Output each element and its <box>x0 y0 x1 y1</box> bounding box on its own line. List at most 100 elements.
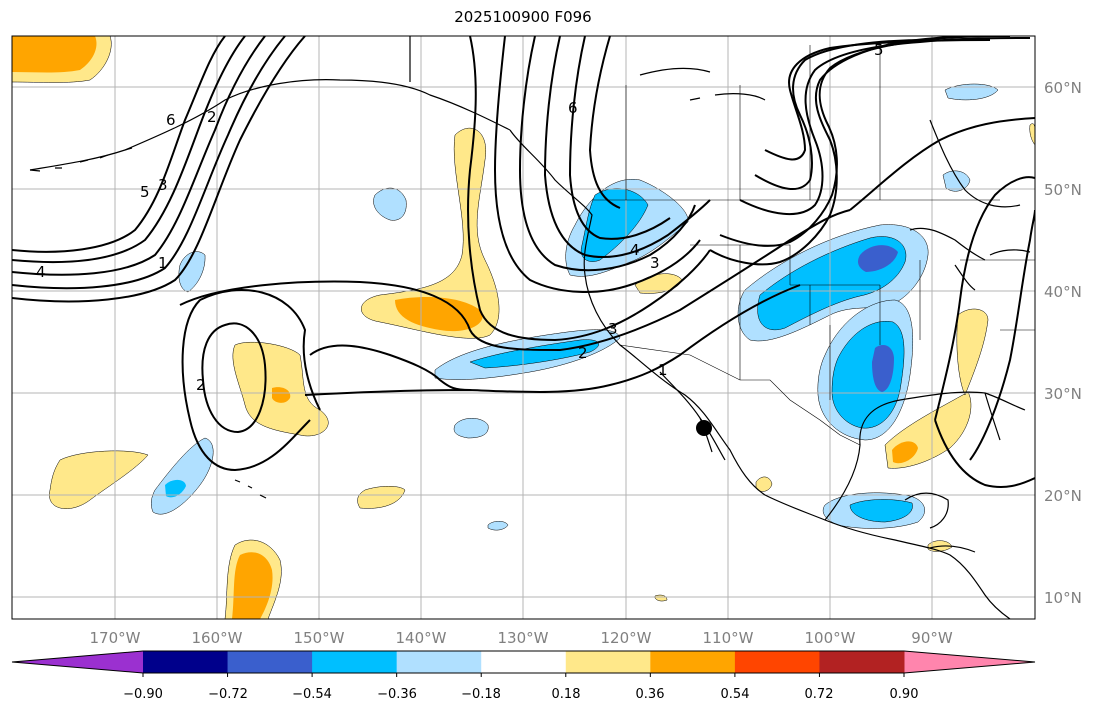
shade-orange-gulf-alaska <box>395 297 483 332</box>
shade-orange-south <box>232 552 273 619</box>
colorbar-extend-high <box>904 651 1035 673</box>
shade-lightblue-pacific-4 <box>487 521 509 531</box>
gulf-coast <box>824 391 1026 521</box>
shade-yellow-ne <box>1029 123 1035 146</box>
longitude-axis: 170°W 160°W 150°W 140°W 130°W 120°W 110°… <box>90 629 953 647</box>
coastlines <box>29 36 1031 619</box>
contour-label: 2 <box>207 108 217 126</box>
contour-labels: 4 5 3 6 2 1 4 3 2 6 3 2 1 5 <box>36 41 884 394</box>
colorbar-tick-label: −0.18 <box>461 687 501 702</box>
contour-west-3 <box>12 36 266 276</box>
lon-label: 110°W <box>703 629 754 647</box>
contour-east-loop-3 <box>934 419 1035 488</box>
contour-east-loop <box>849 117 1035 421</box>
contour-west-2 <box>12 36 246 264</box>
colorbar-segment <box>143 651 229 673</box>
contour-label: 2 <box>196 376 206 394</box>
political-borders <box>592 45 1035 446</box>
contour-west-1 <box>12 36 226 253</box>
shade-skyblue-pnw <box>580 188 649 262</box>
contour-pnw-3 <box>518 36 696 272</box>
cuba <box>929 545 976 553</box>
contour-label: 1 <box>158 254 168 272</box>
colorbar-tick-label: −0.54 <box>292 687 332 702</box>
colorbar-segment <box>481 651 567 673</box>
lon-label: 90°W <box>911 629 953 647</box>
shade-lightblue-canada <box>944 83 999 101</box>
height-contours <box>12 36 1035 488</box>
contour-label: 3 <box>158 176 168 194</box>
colorbar-tick-label: 0.54 <box>721 687 750 702</box>
contour-label: 2 <box>578 344 588 362</box>
colorbar-tick-label: 0.18 <box>552 687 581 702</box>
contour-1-loop <box>309 344 471 391</box>
colorbar-tick-label: 0.36 <box>636 687 665 702</box>
negative-shading <box>151 83 999 531</box>
colorbar-tick-label: −0.36 <box>377 687 417 702</box>
shade-royalblue-plains <box>858 245 898 272</box>
contour-pnw-5 <box>568 36 671 240</box>
lon-label: 140°W <box>396 629 447 647</box>
lat-label: 30°N <box>1044 385 1082 403</box>
contour-low-outer <box>181 289 321 472</box>
yucatan <box>904 492 949 529</box>
colorbar-segment <box>650 651 736 673</box>
contour-label: 5 <box>140 183 150 201</box>
contour-1-main <box>304 284 801 396</box>
contour-west-5 <box>12 36 306 303</box>
lon-label: 100°W <box>805 629 856 647</box>
colorbar-tick-label: 0.90 <box>890 687 919 702</box>
shade-orange-subtropic-1 <box>272 387 291 403</box>
shade-lightblue-pacific-1 <box>373 187 407 221</box>
lon-label: 170°W <box>90 629 141 647</box>
map-frame <box>11 35 1036 620</box>
contour-pnw-2 <box>493 36 701 293</box>
shade-royalblue-texas <box>872 345 894 392</box>
colorbar-segment <box>819 651 905 673</box>
aleutian-islands <box>29 147 133 172</box>
shade-yellow-small-1 <box>357 486 406 509</box>
colorbar-labels: −0.90 −0.72 −0.54 −0.36 −0.18 0.18 0.36 … <box>123 687 918 702</box>
lat-label: 50°N <box>1044 181 1082 199</box>
colorbar-segment <box>312 651 398 673</box>
shade-orange-gulf-mexico <box>892 441 918 464</box>
contour-label: 6 <box>166 111 176 129</box>
shade-lightblue-pacific-3 <box>453 418 489 439</box>
contour-2-main <box>179 209 851 352</box>
contour-label: 3 <box>650 254 660 272</box>
alaska-coast <box>29 79 511 171</box>
colorbar-tick-label: 0.72 <box>805 687 834 702</box>
colorbar-tick-label: −0.72 <box>208 687 248 702</box>
lon-label: 150°W <box>294 629 345 647</box>
latitude-axis: 60°N 50°N 40°N 30°N 20°N 10°N <box>1044 79 1082 607</box>
contour-label: 1 <box>658 361 668 379</box>
colorbar-segment <box>565 651 651 673</box>
contour-pnw-6 <box>588 36 621 209</box>
lon-label: 160°W <box>192 629 243 647</box>
colorbar-extend-low <box>12 651 143 673</box>
shade-skyblue-hawaii <box>165 479 186 498</box>
colorbar-segment <box>227 651 313 673</box>
lat-label: 60°N <box>1044 79 1082 97</box>
lat-label: 40°N <box>1044 283 1082 301</box>
shade-yellow-gulf-alaska <box>361 127 500 339</box>
great-lakes <box>909 227 1031 291</box>
shade-yellow-mississippi <box>956 308 989 396</box>
contour-label: 4 <box>36 263 46 281</box>
arctic-islands <box>639 67 766 101</box>
contour-label: 6 <box>568 99 578 117</box>
colorbar-segment <box>734 651 820 673</box>
colorbar-segment <box>396 651 482 673</box>
west-coast <box>509 129 1011 619</box>
shade-yellow-hawaii-west <box>49 450 149 509</box>
station-marker <box>696 420 712 436</box>
positive-shading <box>12 36 1035 619</box>
shade-orange-nw-corner <box>12 36 97 73</box>
lon-label: 130°W <box>498 629 549 647</box>
lat-label: 10°N <box>1044 589 1082 607</box>
contour-label: 4 <box>630 241 640 259</box>
colorbar-tick-label: −0.90 <box>123 687 163 702</box>
contour-pnw-4 <box>543 36 711 259</box>
contour-east-5 <box>764 39 991 161</box>
